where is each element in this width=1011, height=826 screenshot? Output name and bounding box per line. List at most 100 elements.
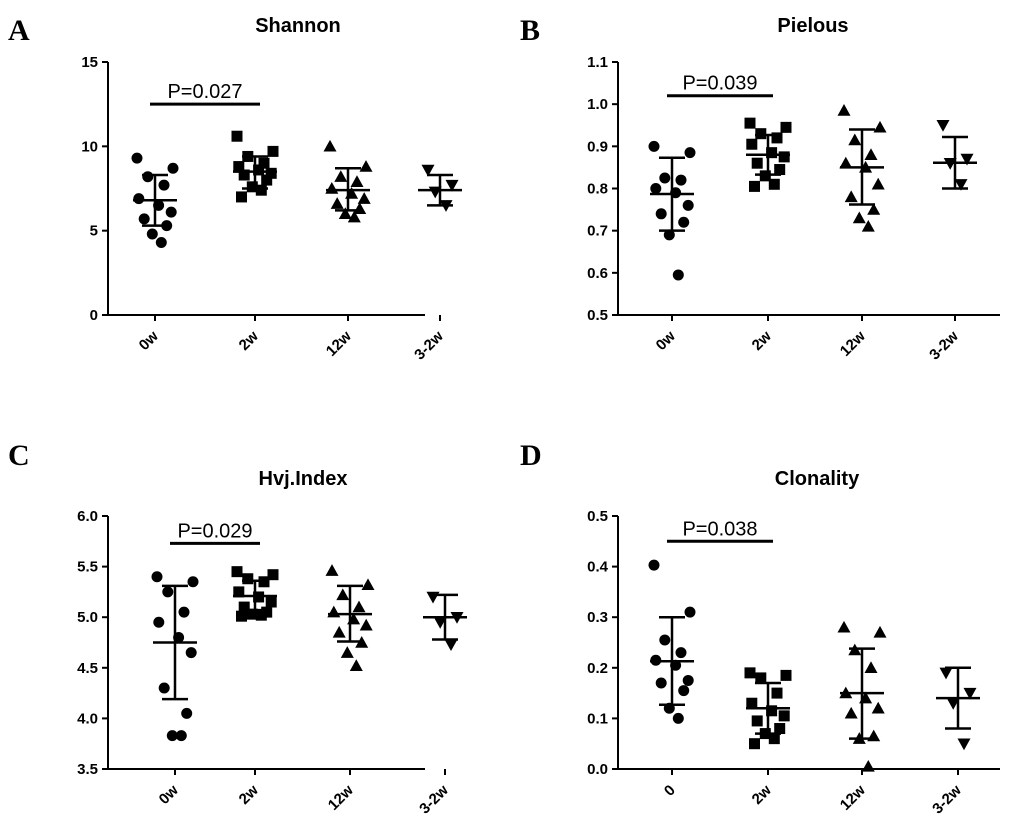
data-point	[261, 174, 273, 186]
data-point	[155, 236, 167, 248]
data-point	[359, 618, 373, 631]
data-point	[766, 147, 778, 159]
data-point	[158, 179, 170, 191]
data-point	[162, 586, 174, 598]
data-point	[340, 646, 354, 658]
x-tick-label: 2w	[749, 782, 775, 808]
data-point	[359, 160, 373, 172]
series-3-2w	[423, 591, 467, 652]
data-point	[175, 730, 187, 742]
panel-letter: D	[520, 439, 542, 472]
data-point	[158, 682, 170, 694]
data-point	[936, 120, 950, 132]
data-point	[751, 715, 763, 727]
data-point	[960, 153, 974, 166]
p-value-label: P=0.039	[682, 73, 757, 95]
data-point	[844, 706, 858, 719]
y-tick-label: 5.5	[77, 559, 98, 576]
data-point	[231, 566, 243, 578]
data-point	[238, 169, 250, 181]
data-point	[780, 121, 792, 133]
x-tick-label: 12w	[837, 782, 869, 814]
data-point	[852, 732, 866, 744]
data-point	[236, 610, 247, 622]
data-point	[355, 636, 369, 648]
data-point	[267, 145, 279, 157]
data-point	[751, 157, 763, 169]
data-point	[749, 738, 760, 750]
data-point	[675, 647, 687, 659]
data-point	[173, 631, 185, 643]
y-tick-label: 4.0	[77, 710, 98, 727]
series-12w	[323, 139, 373, 223]
data-point	[242, 150, 254, 162]
data-point	[165, 206, 177, 218]
data-point	[336, 588, 350, 601]
data-point	[844, 190, 858, 203]
x-tick-label: 2w	[236, 782, 262, 808]
data-point	[146, 228, 158, 240]
data-point	[325, 182, 339, 194]
data-point	[238, 601, 250, 613]
data-point	[433, 617, 447, 629]
data-point	[138, 213, 150, 225]
y-tick-label: 5.0	[77, 609, 98, 626]
data-point	[659, 172, 671, 184]
y-tick-label: 10	[81, 138, 98, 155]
data-point	[265, 596, 277, 608]
x-tick-label: 3-2w	[411, 328, 447, 364]
data-point	[153, 199, 165, 211]
data-point	[133, 193, 145, 205]
data-point	[187, 576, 199, 588]
data-point	[445, 179, 459, 192]
x-tick-label: 12w	[837, 328, 869, 360]
data-point	[648, 140, 660, 152]
data-point	[778, 710, 790, 722]
data-point	[672, 712, 684, 724]
data-point	[325, 564, 339, 576]
data-point	[352, 600, 366, 613]
data-point	[334, 170, 348, 182]
data-point	[347, 612, 361, 625]
data-point	[161, 220, 173, 232]
y-tick-label: 6.0	[77, 508, 98, 525]
x-tick-label: 3-2w	[926, 328, 962, 364]
data-point	[323, 139, 337, 152]
data-point	[744, 117, 756, 129]
data-point	[650, 183, 662, 194]
data-point	[759, 170, 771, 182]
y-tick-label: 0.2	[587, 660, 608, 677]
data-point	[864, 661, 878, 673]
data-point	[684, 606, 696, 618]
data-point	[246, 181, 258, 193]
data-point	[258, 576, 270, 588]
x-tick-label: 2w	[749, 328, 775, 354]
p-value-label: P=0.029	[177, 520, 252, 542]
data-point	[166, 730, 178, 742]
y-tick-label: 3.5	[77, 761, 98, 778]
data-point	[265, 167, 277, 179]
data-point	[768, 733, 780, 745]
data-point	[864, 148, 878, 160]
data-point	[349, 659, 363, 671]
y-tick-label: 0.9	[587, 138, 608, 155]
data-point	[330, 197, 344, 209]
y-tick-label: 0.5	[587, 508, 608, 525]
series-3-2w	[418, 164, 462, 212]
data-point	[332, 625, 346, 638]
data-point	[768, 178, 780, 190]
data-point	[255, 609, 267, 621]
y-tick-label: 0.5	[587, 307, 608, 324]
data-point	[650, 654, 662, 666]
data-point	[267, 569, 279, 581]
data-point	[421, 164, 435, 177]
y-tick-label: 0.3	[587, 609, 608, 626]
x-tick-label: 0w	[156, 782, 182, 808]
y-tick-label: 4.5	[77, 660, 98, 677]
data-point	[345, 187, 359, 199]
panel-letter: A	[8, 14, 30, 47]
data-point	[746, 138, 758, 150]
series-0	[648, 559, 696, 724]
data-point	[236, 191, 247, 203]
